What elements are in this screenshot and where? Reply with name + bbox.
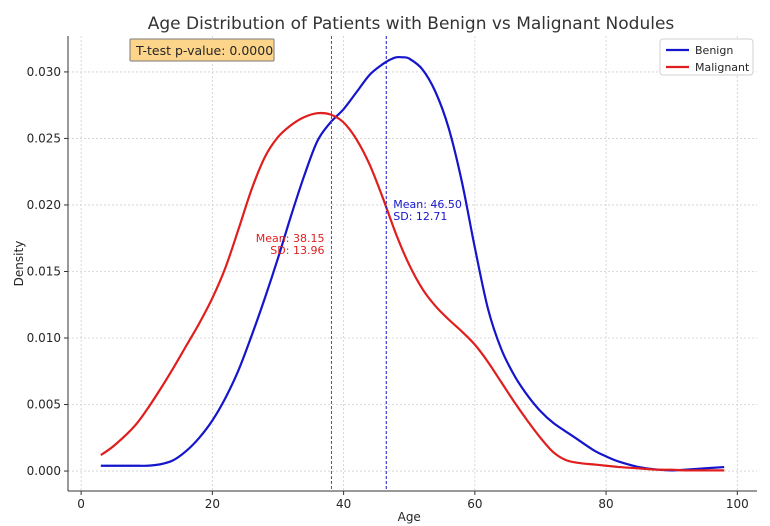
y-tick-label: 0.030 bbox=[27, 65, 61, 79]
series-line-malignant bbox=[100, 111, 725, 472]
ttest-annotation-text: T-test p-value: 0.0000 bbox=[135, 43, 273, 58]
mean-label-benign: Mean: 46.50 bbox=[393, 198, 462, 211]
x-tick-label: 100 bbox=[726, 497, 749, 511]
y-tick-label: 0.010 bbox=[27, 331, 61, 345]
y-tick-label: 0.015 bbox=[27, 264, 61, 278]
x-tick-label: 60 bbox=[467, 497, 482, 511]
y-tick-label: 0.005 bbox=[27, 398, 61, 412]
y-tick-label: 0.025 bbox=[27, 131, 61, 145]
y-tick-label: 0.000 bbox=[27, 464, 61, 478]
ttest-annotation-box bbox=[129, 38, 275, 62]
x-tick-label: 80 bbox=[598, 497, 613, 511]
chart-title: Age Distribution of Patients with Benign… bbox=[148, 14, 675, 34]
x-axis-title: Age bbox=[398, 510, 421, 524]
legend-label-benign: Benign bbox=[695, 44, 733, 57]
y-tick-label: 0.020 bbox=[27, 198, 61, 212]
x-tick-label: 40 bbox=[336, 497, 351, 511]
plot-area bbox=[68, 36, 757, 491]
x-tick-label: 0 bbox=[77, 497, 85, 511]
legend-label-malignant: Malignant bbox=[695, 61, 750, 74]
x-tick-label: 20 bbox=[205, 497, 220, 511]
y-axis-title: Density bbox=[12, 241, 26, 287]
mean-label-malignant: Mean: 38.15 bbox=[256, 232, 325, 245]
sd-label-malignant: SD: 13.96 bbox=[270, 244, 324, 257]
series-line-benign bbox=[100, 55, 725, 472]
sd-label-benign: SD: 12.71 bbox=[393, 210, 447, 223]
